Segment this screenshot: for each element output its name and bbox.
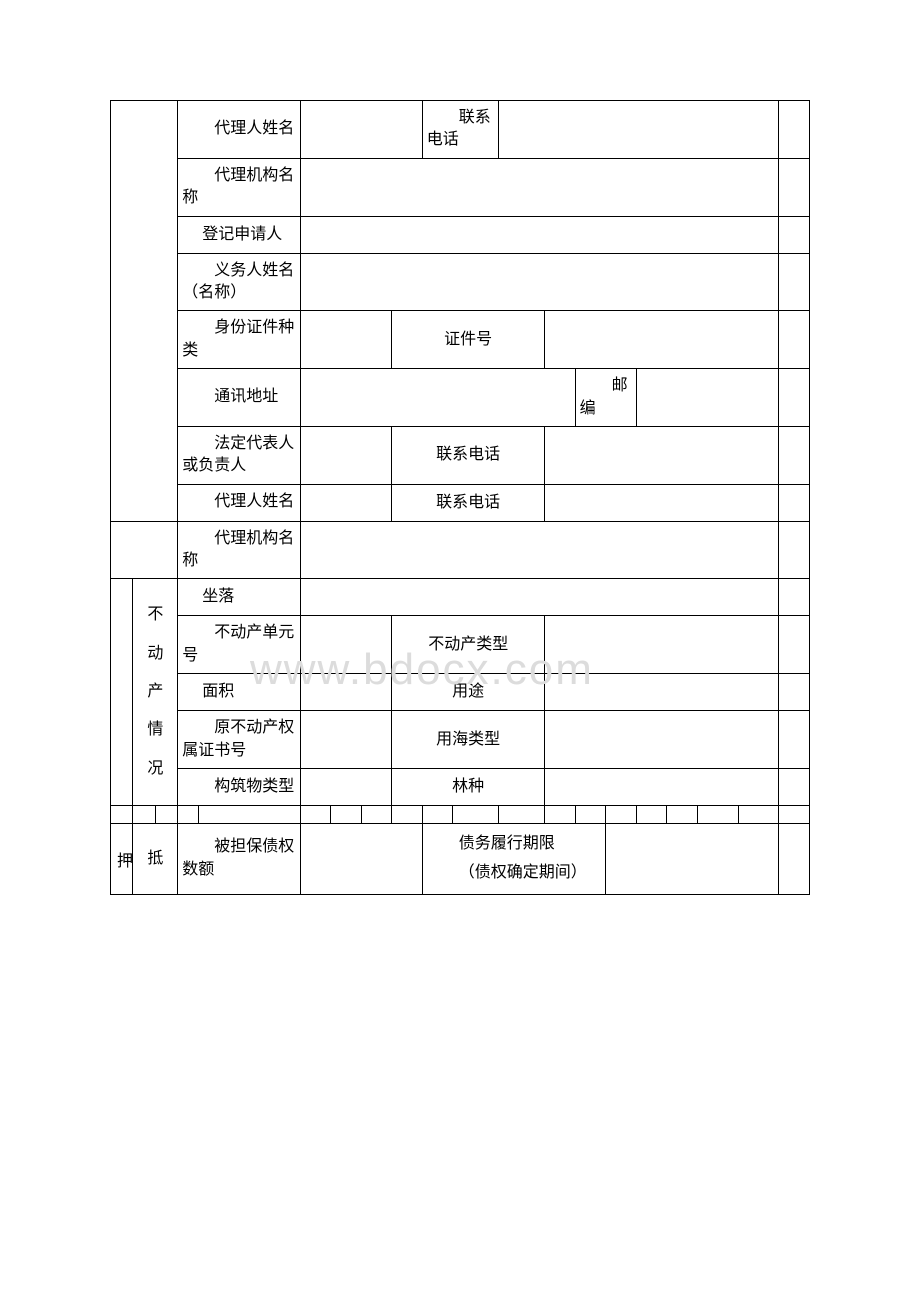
forest-label: 林种 [392,769,545,806]
right-margin-cell [779,824,810,895]
legal-rep-label: 法定代表人或负责人 [178,426,300,484]
structure-value[interactable] [300,769,392,806]
legal-rep-value[interactable] [300,426,392,484]
right-margin-cell [779,216,810,253]
unit-no-label: 不动产单元号 [178,616,300,674]
agent-name-label: 代理人姓名 [178,101,300,159]
amount-value[interactable] [300,824,422,895]
right-margin-cell [779,579,810,616]
property-type-label: 不动产类型 [392,616,545,674]
agent2-org-label: 代理机构名称 [178,521,300,579]
structure-label: 构筑物类型 [178,769,300,806]
obligor-label: 义务人姓名（名称） [178,253,300,311]
table-row: 不动产情况 坐落 [111,579,810,616]
right-margin-cell [779,369,810,427]
area-value[interactable] [300,674,392,711]
orig-cert-value[interactable] [300,711,392,769]
left-margin-cell [111,579,133,806]
amount-label: 被担保债权数额 [178,824,300,895]
table-row: 押 抵 被担保债权数额 债务履行期限 （债权确定期间） [111,824,810,895]
table-row: 通讯地址 邮编 [111,369,810,427]
table-row: 代理人姓名 联系电话 [111,101,810,159]
agent-phone-value[interactable] [499,101,779,159]
id-no-label: 证件号 [392,311,545,369]
phone-value[interactable] [545,426,779,484]
area-label: 面积 [178,674,300,711]
usage-value[interactable] [545,674,779,711]
table-row: 面积 用途 [111,674,810,711]
agent-phone-label: 联系电话 [422,101,498,159]
period-label: 债务履行期限 （债权确定期间） [422,824,605,895]
agent-name-value[interactable] [300,101,422,159]
table-row: 法定代表人或负责人 联系电话 [111,426,810,484]
right-margin-cell [779,484,810,521]
property-type-value[interactable] [545,616,779,674]
id-type-label: 身份证件种类 [178,311,300,369]
id-no-value[interactable] [545,311,779,369]
obligor-value[interactable] [300,253,779,311]
left-margin-cell [111,101,178,522]
divider-row [111,806,810,824]
table-row: 代理机构名称 [111,521,810,579]
right-margin-cell [779,426,810,484]
right-margin-cell [779,711,810,769]
mortgage-col-left: 押 [111,824,133,895]
address-label: 通讯地址 [178,369,300,427]
table-row: 代理机构名称 [111,158,810,216]
left-margin-cell [111,521,178,579]
applicant-value[interactable] [300,216,779,253]
table-row: 原不动产权属证书号 用海类型 [111,711,810,769]
location-value[interactable] [300,579,779,616]
right-margin-cell [779,769,810,806]
table-row: 登记申请人 [111,216,810,253]
right-margin-cell [779,158,810,216]
table-row: 不动产单元号 不动产类型 [111,616,810,674]
applicant-label: 登记申请人 [178,216,300,253]
location-label: 坐落 [178,579,300,616]
right-margin-cell [779,521,810,579]
right-margin-cell [779,674,810,711]
right-margin-cell [779,616,810,674]
table-row: 义务人姓名（名称） [111,253,810,311]
unit-no-value[interactable] [300,616,392,674]
agent2-org-value[interactable] [300,521,779,579]
agent-org-label: 代理机构名称 [178,158,300,216]
registration-form-table: 代理人姓名 联系电话 代理机构名称 登记申请人 义务人姓名（名称） 身份证件种类 [110,100,810,895]
form-container: www.bdocx.com 代理人姓名 联系电话 代理机构名称 [110,100,810,895]
agent2-name-label: 代理人姓名 [178,484,300,521]
table-row: 身份证件种类 证件号 [111,311,810,369]
table-row: 代理人姓名 联系电话 [111,484,810,521]
orig-cert-label: 原不动产权属证书号 [178,711,300,769]
address-value[interactable] [300,369,575,427]
period-value[interactable] [606,824,779,895]
usage-label: 用途 [392,674,545,711]
right-margin-cell [779,311,810,369]
sea-type-label: 用海类型 [392,711,545,769]
table-row: 构筑物类型 林种 [111,769,810,806]
agent-org-value[interactable] [300,158,779,216]
right-margin-cell [779,101,810,159]
forest-value[interactable] [545,769,779,806]
postcode-value[interactable] [636,369,779,427]
agent2-name-value[interactable] [300,484,392,521]
postcode-label: 邮编 [575,369,636,427]
agent2-phone-label: 联系电话 [392,484,545,521]
right-margin-cell [779,253,810,311]
agent2-phone-value[interactable] [545,484,779,521]
sea-type-value[interactable] [545,711,779,769]
phone-label: 联系电话 [392,426,545,484]
mortgage-section-title: 抵 [133,824,178,895]
property-section-title: 不动产情况 [133,579,178,806]
id-type-value[interactable] [300,311,392,369]
